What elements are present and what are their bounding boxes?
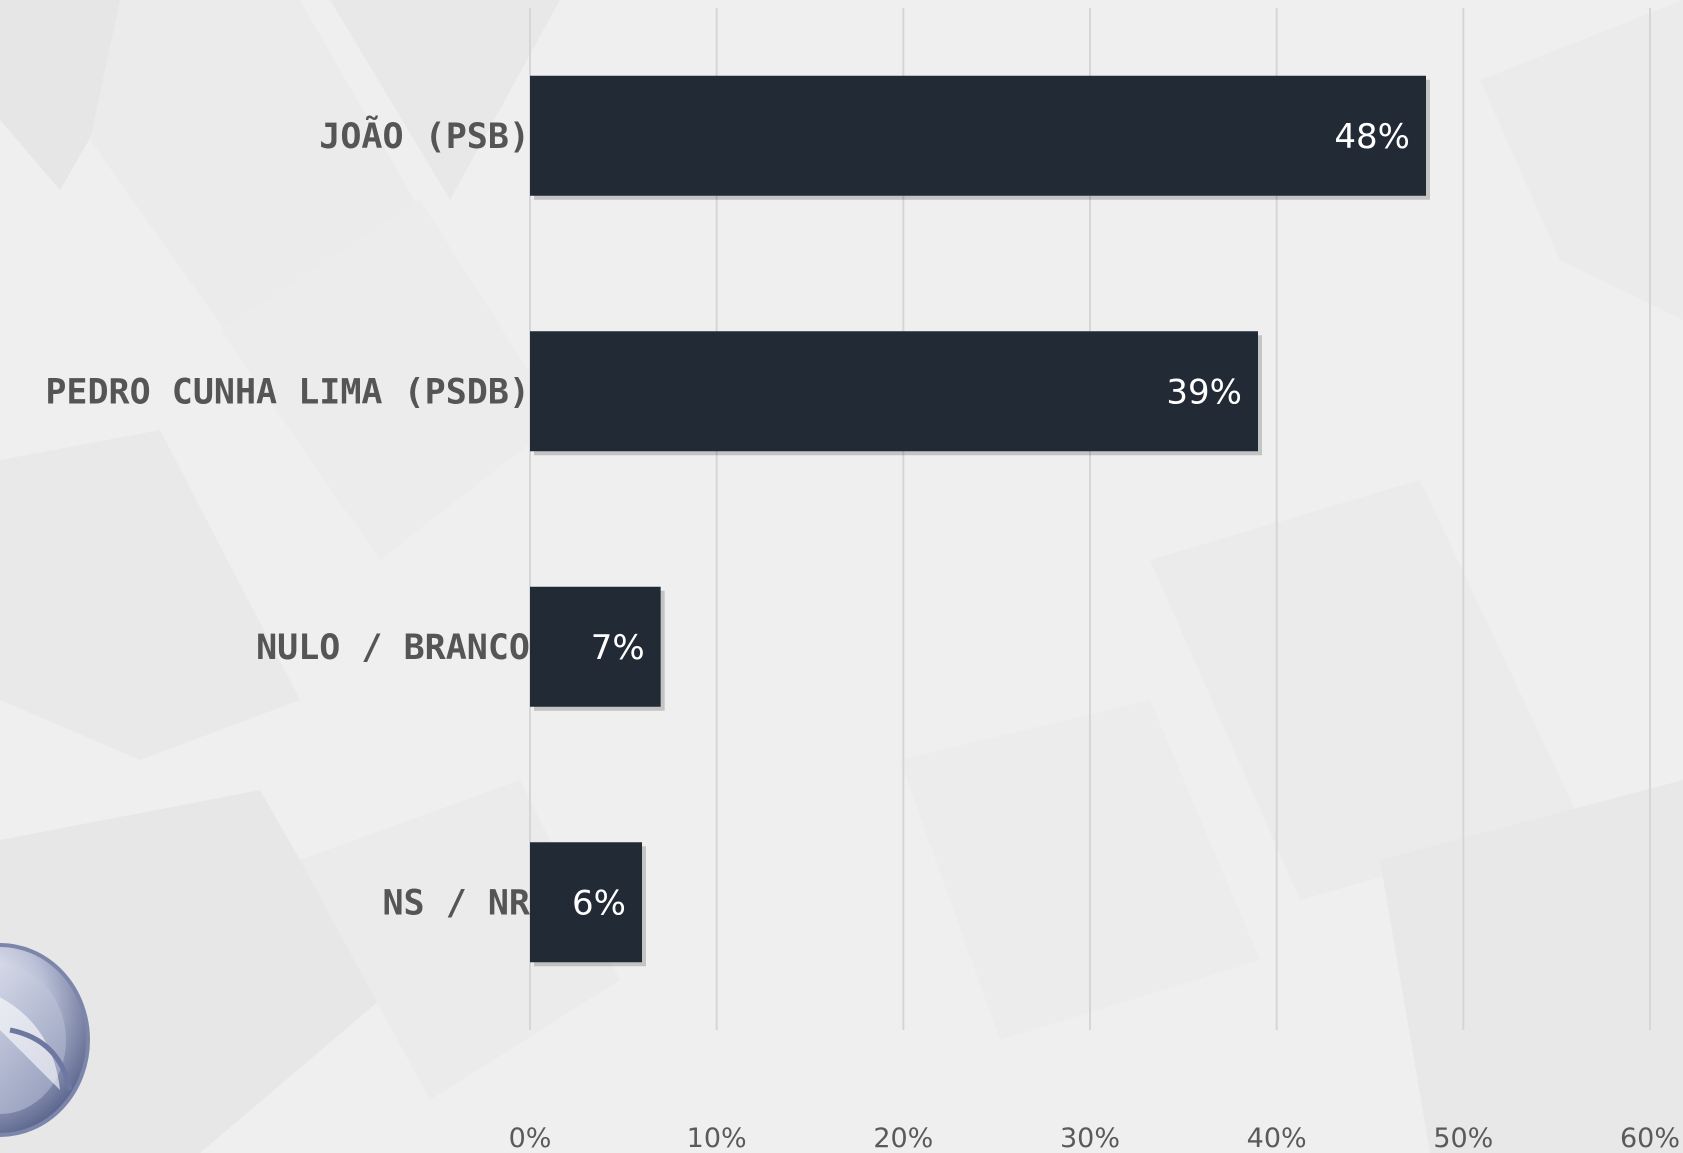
x-tick-label-30: 30% bbox=[1060, 1123, 1120, 1153]
category-label-2: NULO / BRANCO bbox=[256, 628, 530, 668]
category-label-1: PEDRO CUNHA LIMA (PSDB) bbox=[45, 372, 530, 412]
category-labels: JOÃO (PSB) PEDRO CUNHA LIMA (PSDB) NULO / … bbox=[45, 115, 531, 924]
bar-value-label-3: 6% bbox=[572, 883, 626, 923]
x-tick-label-60: 60% bbox=[1620, 1123, 1680, 1153]
bar-value-label-2: 7% bbox=[591, 628, 645, 668]
x-tick-labels: 0% 10% 20% 30% 40% 50% 60% bbox=[509, 1123, 1680, 1153]
bar-3 bbox=[530, 842, 642, 963]
broadcaster-logo-icon bbox=[0, 943, 90, 1137]
bars: 48% 39% 7% 6% bbox=[530, 75, 1430, 967]
category-label-3: NS / NR bbox=[382, 883, 530, 923]
category-label-0: JOÃO (PSB) bbox=[319, 115, 530, 157]
bar-value-label-1: 39% bbox=[1166, 372, 1242, 412]
bar-0 bbox=[530, 75, 1426, 196]
bar-1 bbox=[530, 331, 1258, 452]
x-tick-label-50: 50% bbox=[1433, 1123, 1493, 1153]
bar-2 bbox=[530, 586, 661, 707]
x-tick-label-20: 20% bbox=[873, 1123, 933, 1153]
bar-value-label-0: 48% bbox=[1334, 117, 1410, 157]
x-tick-label-10: 10% bbox=[687, 1123, 747, 1153]
x-tick-label-0: 0% bbox=[509, 1123, 552, 1153]
x-tick-label-40: 40% bbox=[1247, 1123, 1307, 1153]
